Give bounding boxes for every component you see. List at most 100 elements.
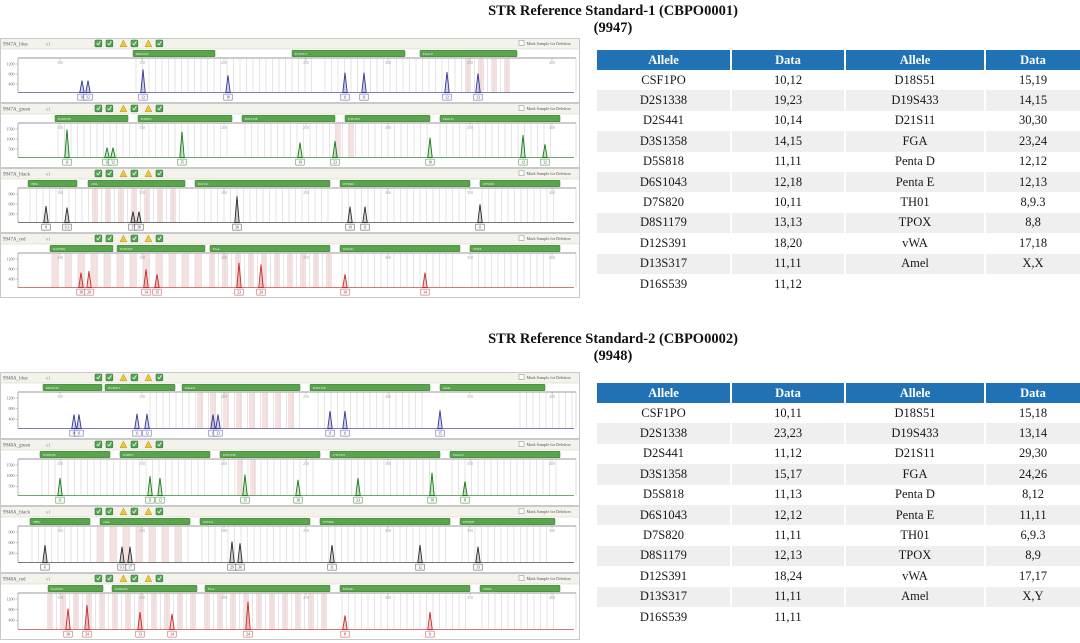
allele-call-label: 12: [445, 96, 449, 100]
panel-toolbar[interactable]: [94, 440, 164, 449]
locus-marker-label: D3S1358: [313, 386, 326, 390]
y-axis: 1200 800 400: [7, 58, 19, 93]
warning-icon[interactable]: [144, 39, 153, 48]
confirm-icon[interactable]: [105, 39, 114, 48]
confirm-icon[interactable]: [130, 169, 139, 178]
svg-text:100: 100: [57, 529, 63, 533]
confirm-icon[interactable]: [130, 440, 139, 449]
warning-icon[interactable]: [144, 234, 153, 243]
mark-sample-checkbox[interactable]: Mark Sample for Deletion: [518, 508, 571, 515]
peak: [140, 69, 146, 93]
panel-toolbar[interactable]: [94, 104, 164, 113]
allele-call-box: [132, 429, 142, 437]
mark-sample-checkbox[interactable]: Mark Sample for Deletion: [518, 235, 572, 242]
confirm-icon[interactable]: [105, 104, 114, 113]
warning-icon[interactable]: [119, 507, 128, 516]
confirm-icon[interactable]: [105, 373, 114, 382]
mark-sample-checkbox[interactable]: Mark Sample for Deletion: [518, 170, 571, 177]
confirm-icon[interactable]: [105, 440, 114, 449]
svg-text:400: 400: [549, 596, 555, 600]
warning-icon[interactable]: [119, 574, 128, 583]
confirm-icon[interactable]: [155, 169, 164, 178]
warning-icon[interactable]: [144, 104, 153, 113]
peak: [76, 414, 82, 429]
confirm-icon[interactable]: [105, 507, 114, 516]
confirm-icon[interactable]: [105, 169, 114, 178]
mark-sample-checkbox[interactable]: Mark Sample for Deletion: [518, 374, 571, 381]
confirm-icon[interactable]: [94, 507, 103, 516]
allele-call-box: [435, 429, 445, 437]
confirm-icon[interactable]: [155, 373, 164, 382]
peak: [234, 196, 240, 223]
confirm-icon[interactable]: [155, 234, 164, 243]
allele-cell: CSF1PO: [597, 403, 730, 424]
svg-text:100: 100: [57, 191, 63, 195]
panel-toolbar[interactable]: [94, 39, 164, 48]
allele-cell: vWA: [844, 566, 984, 587]
allele-call-box: [473, 563, 483, 571]
confirm-icon[interactable]: [130, 574, 139, 583]
mark-sample-checkbox-label: Mark Sample for Deletion: [527, 236, 572, 241]
svg-text:300: 300: [385, 191, 391, 195]
electropherogram-panel-black: 9947A_black v1 Mark Sample for Deletion TH0…: [0, 168, 580, 233]
allele-calls: 8 9.3 17 18 30 10 11 11: [41, 223, 485, 231]
confirm-icon[interactable]: [105, 574, 114, 583]
confirm-icon[interactable]: [130, 39, 139, 48]
panel-toolbar[interactable]: [94, 234, 164, 243]
allele-call-label: 29: [230, 566, 234, 570]
mark-sample-checkbox[interactable]: Mark Sample for Deletion: [518, 105, 571, 112]
confirm-icon[interactable]: [155, 39, 164, 48]
warning-icon[interactable]: [144, 169, 153, 178]
warning-icon[interactable]: [119, 373, 128, 382]
peak: [78, 272, 84, 288]
allele-call-box: [360, 223, 370, 231]
locus-marker-label: D2S441: [343, 587, 354, 591]
confirm-icon[interactable]: [94, 373, 103, 382]
confirm-icon[interactable]: [94, 169, 103, 178]
confirm-icon[interactable]: [130, 104, 139, 113]
confirm-icon[interactable]: [94, 440, 103, 449]
warning-icon[interactable]: [144, 507, 153, 516]
svg-text:400: 400: [549, 529, 555, 533]
confirm-icon[interactable]: [130, 507, 139, 516]
confirm-icon[interactable]: [94, 234, 103, 243]
header-row: Allele Data Allele Data: [597, 50, 1080, 70]
confirm-icon[interactable]: [105, 234, 114, 243]
warning-icon[interactable]: [119, 39, 128, 48]
allele-cell: D8S1179: [597, 212, 730, 234]
warning-icon[interactable]: [144, 373, 153, 382]
confirm-icon[interactable]: [94, 104, 103, 113]
confirm-icon[interactable]: [155, 507, 164, 516]
panel-toolbar[interactable]: [94, 373, 164, 382]
svg-text:150: 150: [139, 256, 145, 260]
mark-sample-checkbox[interactable]: Mark Sample for Deletion: [518, 441, 572, 448]
data-cell: 14,15: [984, 90, 1080, 111]
confirm-icon[interactable]: [130, 373, 139, 382]
svg-text:800: 800: [9, 406, 15, 411]
warning-icon[interactable]: [119, 234, 128, 243]
confirm-icon[interactable]: [130, 234, 139, 243]
warning-icon[interactable]: [119, 169, 128, 178]
mark-sample-checkbox[interactable]: Mark Sample for Deletion: [518, 575, 571, 582]
panel-toolbar[interactable]: [94, 574, 164, 583]
warning-icon[interactable]: [144, 440, 153, 449]
warning-icon[interactable]: [119, 440, 128, 449]
confirm-icon[interactable]: [155, 574, 164, 583]
confirm-icon[interactable]: [94, 39, 103, 48]
panel-toolbar[interactable]: [94, 507, 164, 516]
allele-call-label: 15: [180, 161, 184, 165]
locus-marker: [439, 115, 561, 122]
allele-call-label: 12: [111, 161, 115, 165]
warning-icon[interactable]: [144, 574, 153, 583]
confirm-icon[interactable]: [155, 104, 164, 113]
data-cell: 11,13: [730, 484, 844, 505]
mark-sample-checkbox[interactable]: Mark Sample for Deletion: [518, 40, 571, 47]
locus-marker-label: D12S391: [53, 247, 66, 251]
warning-icon[interactable]: [119, 104, 128, 113]
panel-toolbar[interactable]: [94, 169, 164, 178]
confirm-icon[interactable]: [155, 440, 164, 449]
mark-sample-checkbox-label: Mark Sample for Deletion: [527, 442, 572, 447]
confirm-icon[interactable]: [94, 574, 103, 583]
data-cell: 14,15: [730, 131, 844, 152]
